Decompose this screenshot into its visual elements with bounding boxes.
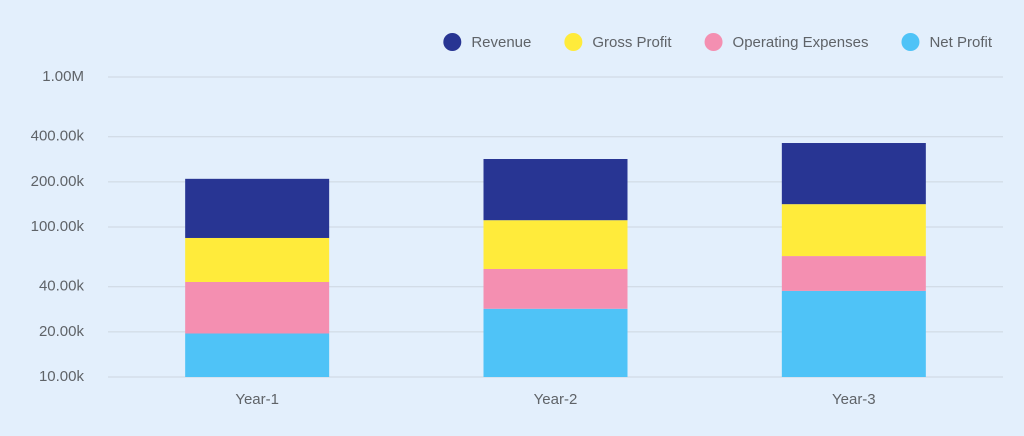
legend-label: Operating Expenses <box>733 34 869 51</box>
bar-segment <box>185 237 330 282</box>
y-tick-label: 10.00k <box>39 368 85 385</box>
y-tick-label: 400.00k <box>31 128 85 145</box>
legend-label: Revenue <box>471 34 531 51</box>
bar-segment <box>781 256 926 291</box>
bar-segment <box>781 143 926 205</box>
legend-label: Gross Profit <box>592 34 672 51</box>
x-tick-label: Year-2 <box>534 391 578 408</box>
x-tick-label: Year-3 <box>832 391 876 408</box>
bar-segment <box>483 159 628 221</box>
bar-segment <box>185 333 330 377</box>
y-tick-label: 1.00M <box>42 68 84 85</box>
bar-segment <box>483 220 628 269</box>
y-tick-label: 100.00k <box>31 218 85 235</box>
legend-swatch <box>443 33 462 51</box>
bar-segment <box>781 290 926 377</box>
legend-swatch <box>901 33 920 51</box>
bar-segment <box>483 308 628 377</box>
legend-swatch <box>704 33 723 51</box>
bar-segment <box>185 281 330 334</box>
y-tick-label: 40.00k <box>39 278 85 295</box>
bar-segment <box>483 268 628 309</box>
y-tick-label: 200.00k <box>31 173 85 190</box>
legend-label: Net Profit <box>929 34 992 51</box>
bar-segment <box>185 178 330 238</box>
y-tick-label: 20.00k <box>39 323 85 340</box>
legend-swatch <box>564 33 583 51</box>
bar-segment <box>781 204 926 257</box>
x-tick-label: Year-1 <box>235 391 279 408</box>
